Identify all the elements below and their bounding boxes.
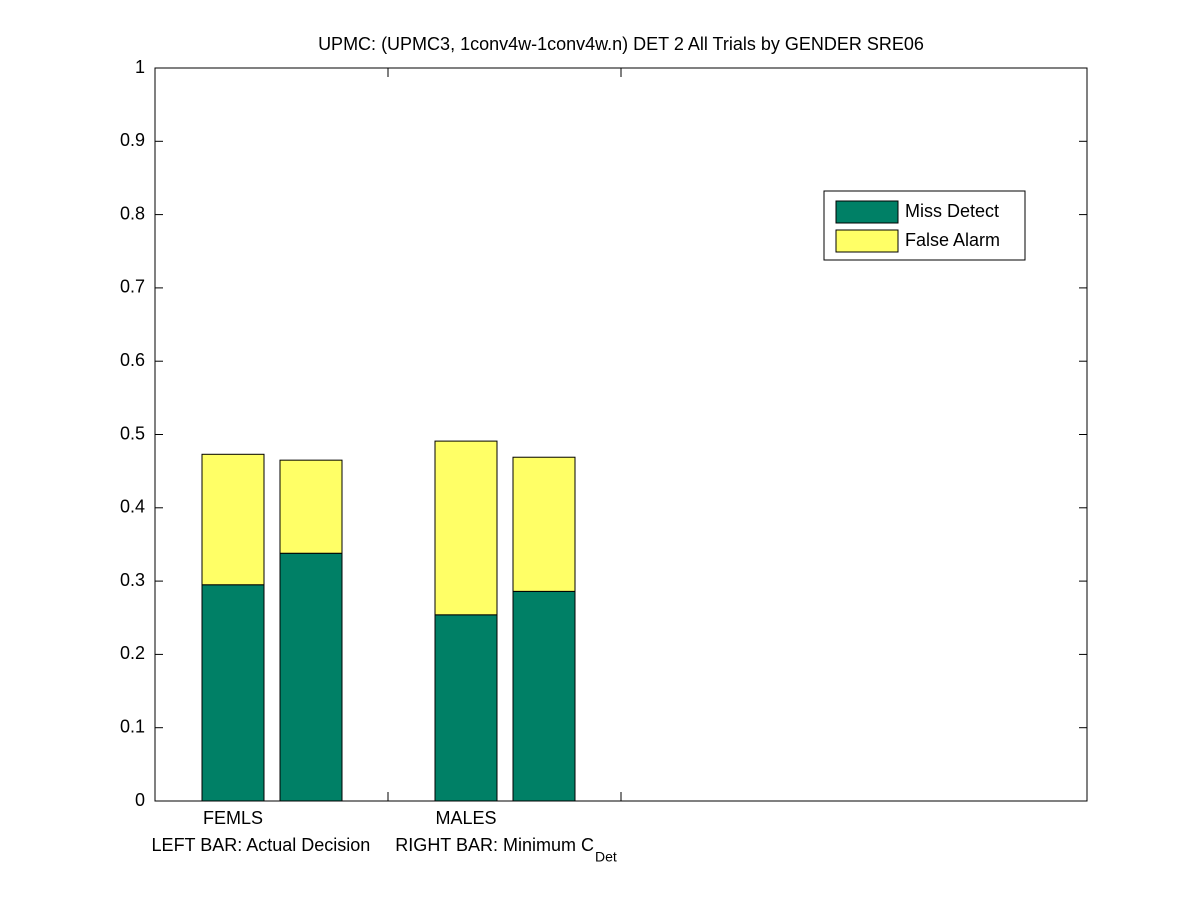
bar-segment xyxy=(434,440,498,616)
bar-segment xyxy=(279,459,343,554)
legend-label: Miss Detect xyxy=(905,201,999,221)
y-tick-label: 1 xyxy=(135,57,145,77)
bar-segment xyxy=(279,552,343,802)
y-tick-label: 0.7 xyxy=(120,277,145,297)
bar-segment xyxy=(434,614,498,802)
y-tick-label: 0.2 xyxy=(120,643,145,663)
bar-segment xyxy=(512,456,576,592)
chart-title: UPMC: (UPMC3, 1conv4w-1conv4w.n) DET 2 A… xyxy=(318,34,924,54)
x-tick-label: FEMLS xyxy=(203,808,263,828)
bar-segment xyxy=(512,590,576,802)
legend-swatch xyxy=(835,229,899,253)
y-tick-label: 0.3 xyxy=(120,570,145,590)
x-axis-label-subscript: Det xyxy=(595,849,617,865)
y-tick-label: 0 xyxy=(135,790,145,810)
bar-segment xyxy=(201,453,265,586)
legend-swatch xyxy=(835,200,899,224)
y-tick-label: 0.1 xyxy=(120,716,145,736)
x-tick-label: MALES xyxy=(435,808,496,828)
bar-segment xyxy=(201,584,265,802)
y-tick-label: 0.9 xyxy=(120,130,145,150)
y-tick-label: 0.8 xyxy=(120,203,145,223)
y-tick-label: 0.5 xyxy=(120,423,145,443)
y-tick-label: 0.6 xyxy=(120,350,145,370)
x-axis-label: LEFT BAR: Actual Decision RIGHT BAR: Min… xyxy=(152,835,594,855)
y-tick-label: 0.4 xyxy=(120,497,145,517)
legend-label: False Alarm xyxy=(905,230,1000,250)
